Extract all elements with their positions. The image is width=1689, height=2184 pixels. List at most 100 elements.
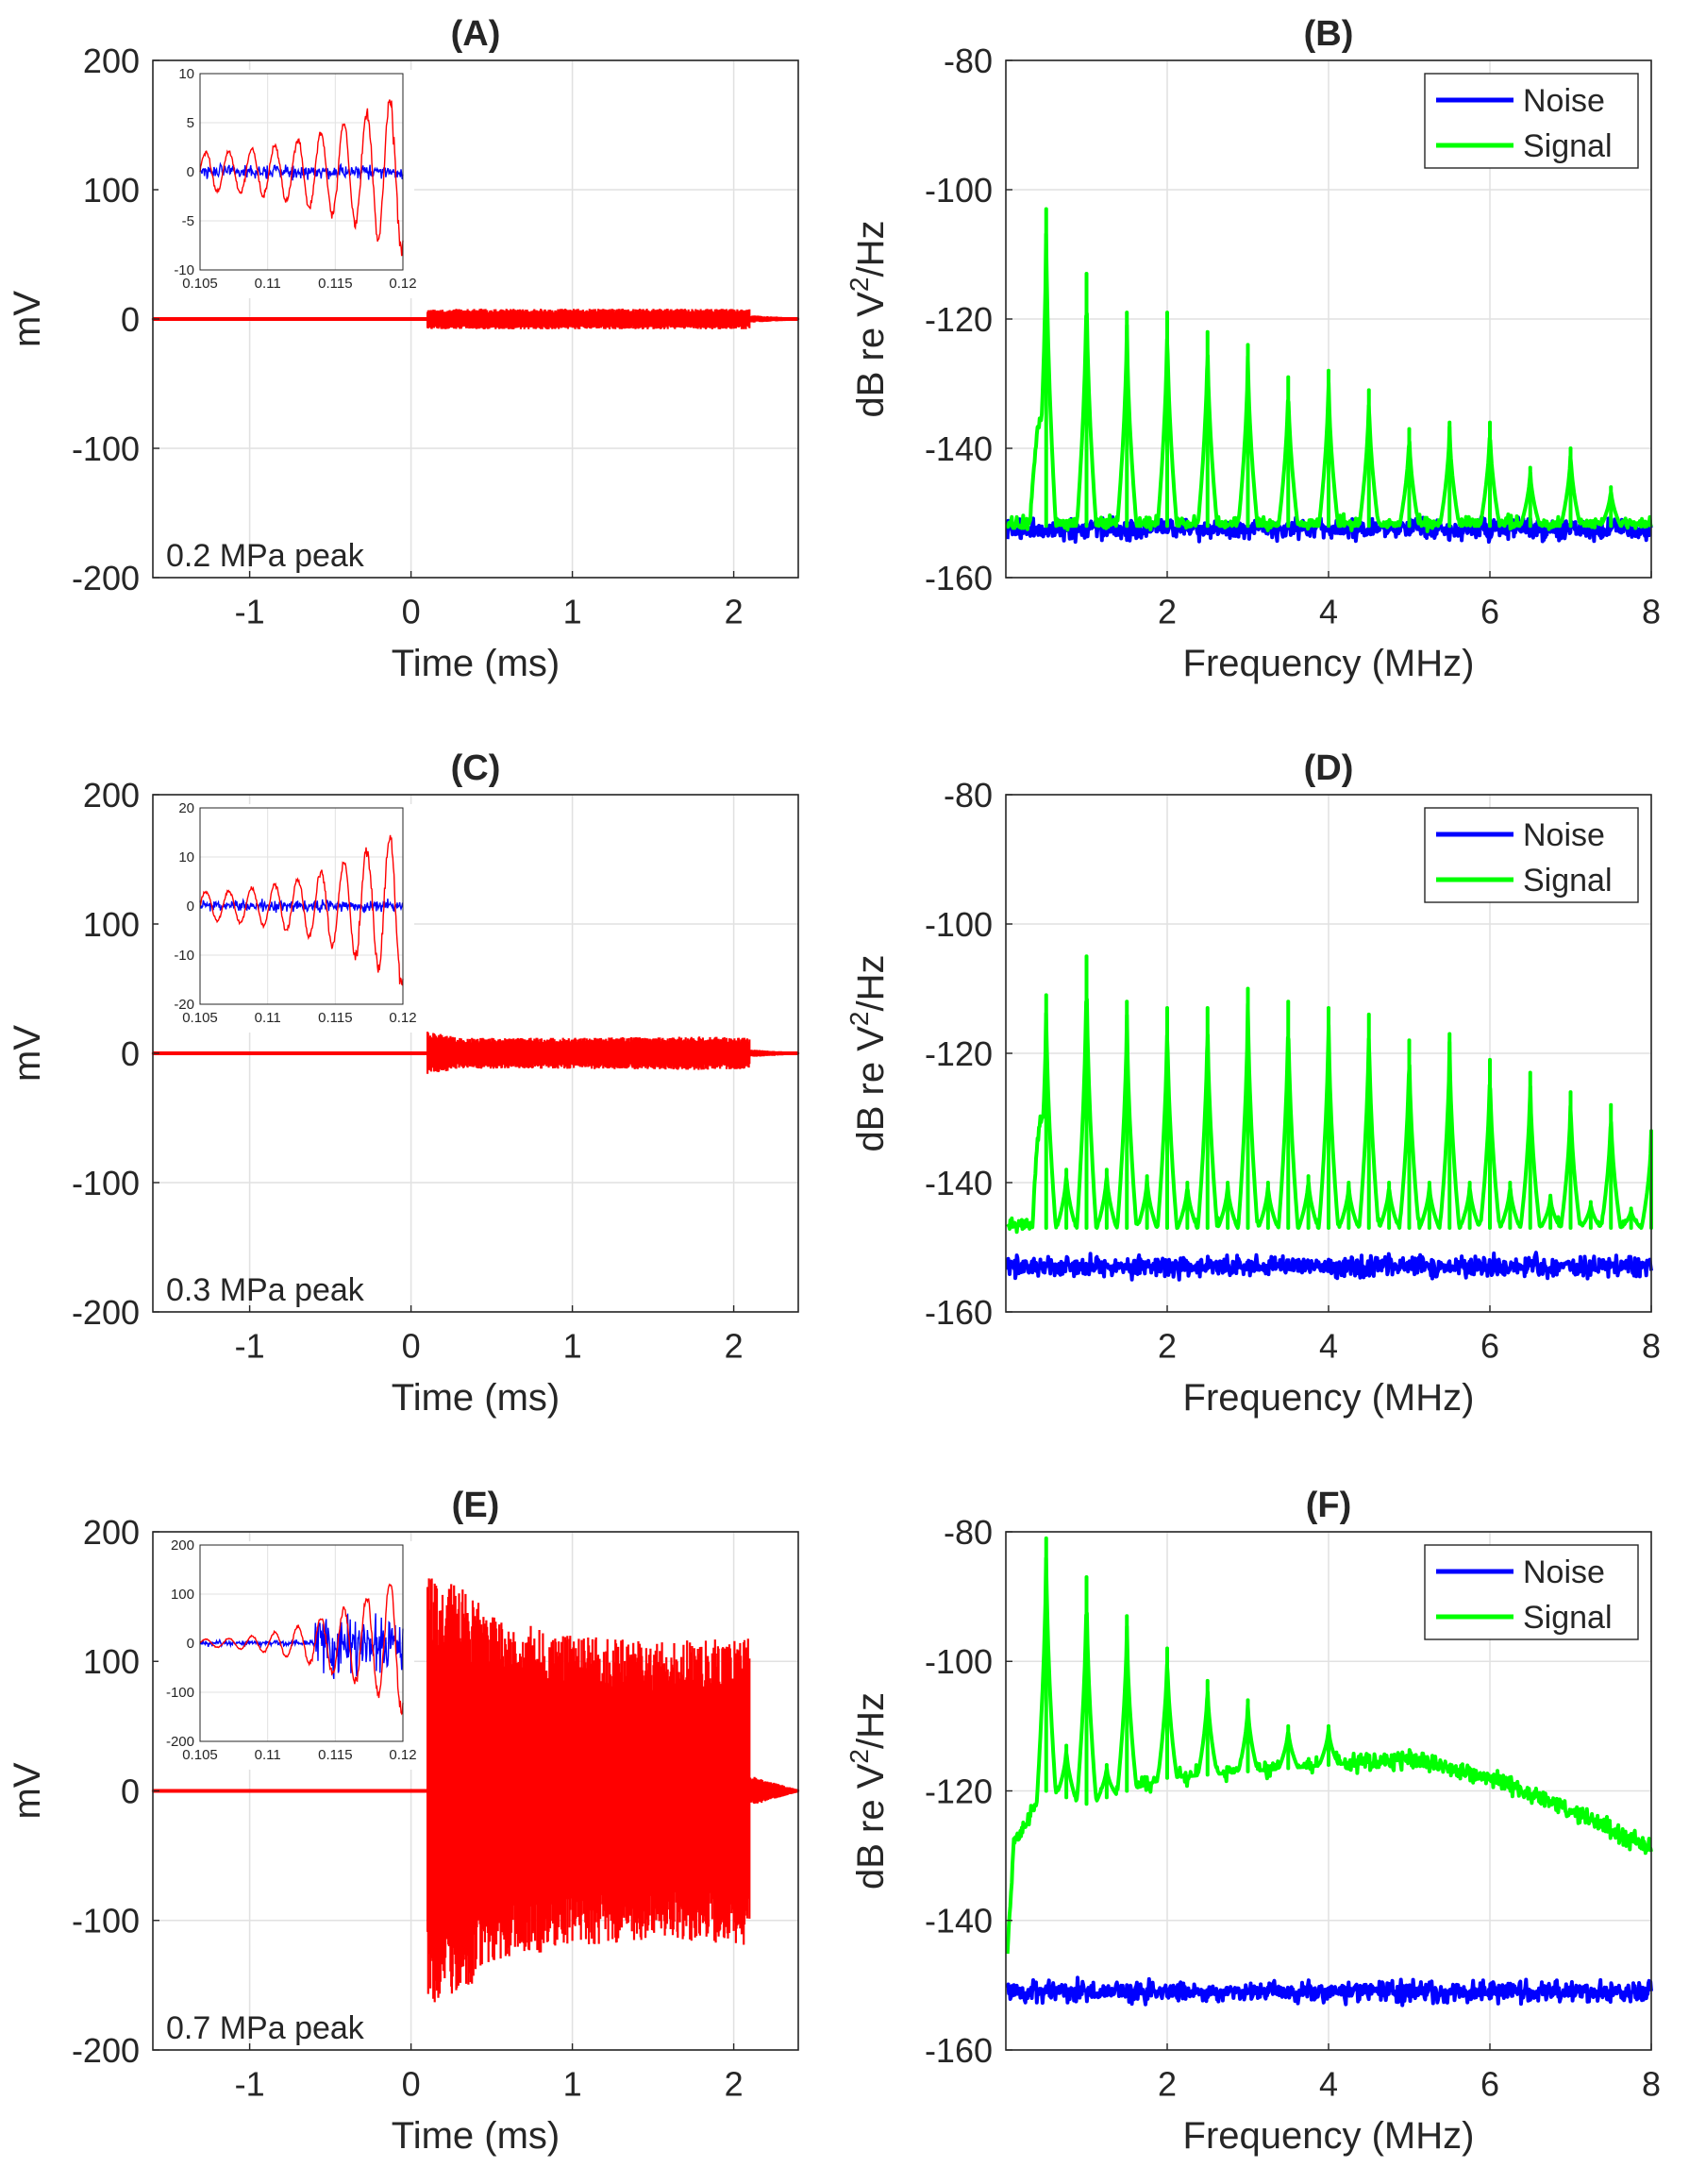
E-xtick-label-2: 1 <box>563 2065 582 2104</box>
C-inset-ytick-0: -20 <box>174 997 194 1013</box>
B-ylabel-part1: dB re V <box>850 292 892 418</box>
F-ytick-label-3: -100 <box>925 1642 993 1681</box>
B-title: (B) <box>1304 14 1354 54</box>
A-ytick-label-0: -200 <box>72 559 140 597</box>
F-ytick-label-2: -120 <box>925 1772 993 1810</box>
E-ytick-label-1: -100 <box>72 1902 140 1940</box>
E-title: (E) <box>452 1486 500 1525</box>
E-inset-xtick-3: 0.12 <box>389 1747 416 1763</box>
C-ytick-label-4: 200 <box>83 776 140 815</box>
D-ylabel: dB re V2/Hz <box>844 955 892 1152</box>
C-inset-box <box>199 807 404 1005</box>
C-xlabel: Time (ms) <box>392 1377 560 1419</box>
E-inset-ytick-1: -100 <box>166 1685 194 1701</box>
C-ytick-label-1: -100 <box>72 1164 140 1202</box>
A-inset-xtick-1: 0.11 <box>255 276 281 292</box>
A-inset-xtick-0: 0.105 <box>182 276 218 292</box>
A-inset-ytick-3: 5 <box>187 115 194 131</box>
A-xtick-label-3: 2 <box>725 593 744 631</box>
D-ytick-label-3: -100 <box>925 905 993 944</box>
A-ytick-label-3: 100 <box>83 171 140 210</box>
E-ytick-label-4: 200 <box>83 1513 140 1552</box>
A-xtick-label-2: 1 <box>563 593 582 631</box>
F-xtick-label-3: 8 <box>1642 2065 1661 2104</box>
C-inset-red-trace <box>199 834 404 986</box>
A-ytick-label-2: 0 <box>121 300 140 339</box>
C-xtick-label-0: -1 <box>235 1327 265 1366</box>
C-inset-ytick-2: 0 <box>187 899 194 915</box>
D-xtick-label-0: 2 <box>1158 1327 1177 1366</box>
E-inset-ytick-2: 0 <box>187 1636 194 1652</box>
panel-D: 2 4 6 8 -160 -140 -120 -100 -80 Noise Signal Freque… <box>844 748 1661 1419</box>
C-inset-xtick-1: 0.11 <box>255 1010 281 1026</box>
E-ylabel: mV <box>7 1762 48 1819</box>
B-ytick-label-0: -160 <box>925 559 993 597</box>
D-ytick-label-1: -140 <box>925 1164 993 1202</box>
F-xtick-label-2: 6 <box>1480 2065 1499 2104</box>
B-legend-label-noise: Noise <box>1523 83 1605 119</box>
D-title: (D) <box>1304 748 1354 788</box>
E-inset-ytick-4: 200 <box>171 1537 194 1554</box>
B-legend-box <box>1424 73 1639 169</box>
A-inset-ytick-2: 0 <box>187 164 194 180</box>
E-xtick-label-1: 0 <box>402 2065 421 2104</box>
E-inset-red-trace <box>199 1583 404 1716</box>
B-ylabel-sup: 2 <box>844 277 874 293</box>
C-inset-xtick-2: 0.115 <box>318 1010 352 1026</box>
D-legend-box <box>1424 807 1639 903</box>
F-ytick-label-4: -80 <box>944 1513 993 1552</box>
E-pressure-annotation: 0.7 MPa peak <box>166 2010 365 2046</box>
B-xtick-label-0: 2 <box>1158 593 1177 631</box>
B-xtick-label-3: 8 <box>1642 593 1661 631</box>
B-ylabel: dB re V2/Hz <box>844 221 892 418</box>
F-ytick-label-1: -140 <box>925 1902 993 1940</box>
panel-E: -1 0 1 2 -200 -100 0 100 200 0.7 MPa peak Time (ms… <box>7 1486 800 2157</box>
B-noise-line <box>1005 513 1653 545</box>
C-ytick-label-3: 100 <box>83 905 140 944</box>
A-inset-ytick-4: 10 <box>178 66 194 82</box>
C-ytick-label-2: 0 <box>121 1034 140 1073</box>
A-ylabel: mV <box>7 291 48 347</box>
A-ytick-label-1: -100 <box>72 429 140 468</box>
E-ytick-label-3: 100 <box>83 1642 140 1681</box>
D-ylabel-part2: /Hz <box>850 955 892 1012</box>
A-xtick-label-1: 0 <box>402 593 421 631</box>
A-inset-ytick-0: -10 <box>174 262 194 278</box>
D-xtick-label-3: 8 <box>1642 1327 1661 1366</box>
D-xtick-label-1: 4 <box>1319 1327 1338 1366</box>
F-xtick-label-0: 2 <box>1158 2065 1177 2104</box>
D-legend-label-signal: Signal <box>1523 863 1613 899</box>
C-inset-blue-trace <box>199 898 404 914</box>
E-inset-ytick-3: 100 <box>171 1587 194 1603</box>
F-ylabel-part1: dB re V <box>850 1763 892 1890</box>
C-pressure-annotation: 0.3 MPa peak <box>166 1272 365 1308</box>
E-inset: 0.105 0.11 0.115 0.12 -200 -100 0 100 200 <box>159 1537 417 1770</box>
E-inset-box <box>199 1544 404 1742</box>
C-inset: 0.105 0.11 0.115 0.12 -20 -10 0 10 20 <box>159 800 417 1033</box>
B-ytick-label-3: -100 <box>925 171 993 210</box>
C-xtick-label-3: 2 <box>725 1327 744 1366</box>
B-xtick-label-2: 6 <box>1480 593 1499 631</box>
B-xtick-label-1: 4 <box>1319 593 1338 631</box>
F-legend-box <box>1424 1544 1639 1640</box>
A-inset-box <box>199 73 404 271</box>
A-inset-ytick-1: -5 <box>182 213 194 229</box>
E-xlabel: Time (ms) <box>392 2115 560 2157</box>
D-xtick-label-2: 6 <box>1480 1327 1499 1366</box>
D-ytick-label-2: -120 <box>925 1034 993 1073</box>
C-inset-xtick-0: 0.105 <box>182 1010 218 1026</box>
C-title: (C) <box>451 748 501 788</box>
panel-F: 2 4 6 8 -160 -140 -120 -100 -80 Noise Signal Freque… <box>844 1486 1661 2157</box>
B-ytick-label-4: -80 <box>944 42 993 80</box>
F-legend: Noise Signal <box>1424 1544 1639 1640</box>
F-ylabel-sup: 2 <box>844 1749 874 1764</box>
F-noise-line <box>1005 1975 1653 2008</box>
A-title: (A) <box>451 14 501 54</box>
A-ytick-label-4: 200 <box>83 42 140 80</box>
D-ylabel-part1: dB re V <box>850 1026 892 1152</box>
F-legend-label-noise: Noise <box>1523 1554 1605 1590</box>
E-ytick-label-0: -200 <box>72 2031 140 2070</box>
E-inset-xtick-1: 0.11 <box>255 1747 281 1763</box>
